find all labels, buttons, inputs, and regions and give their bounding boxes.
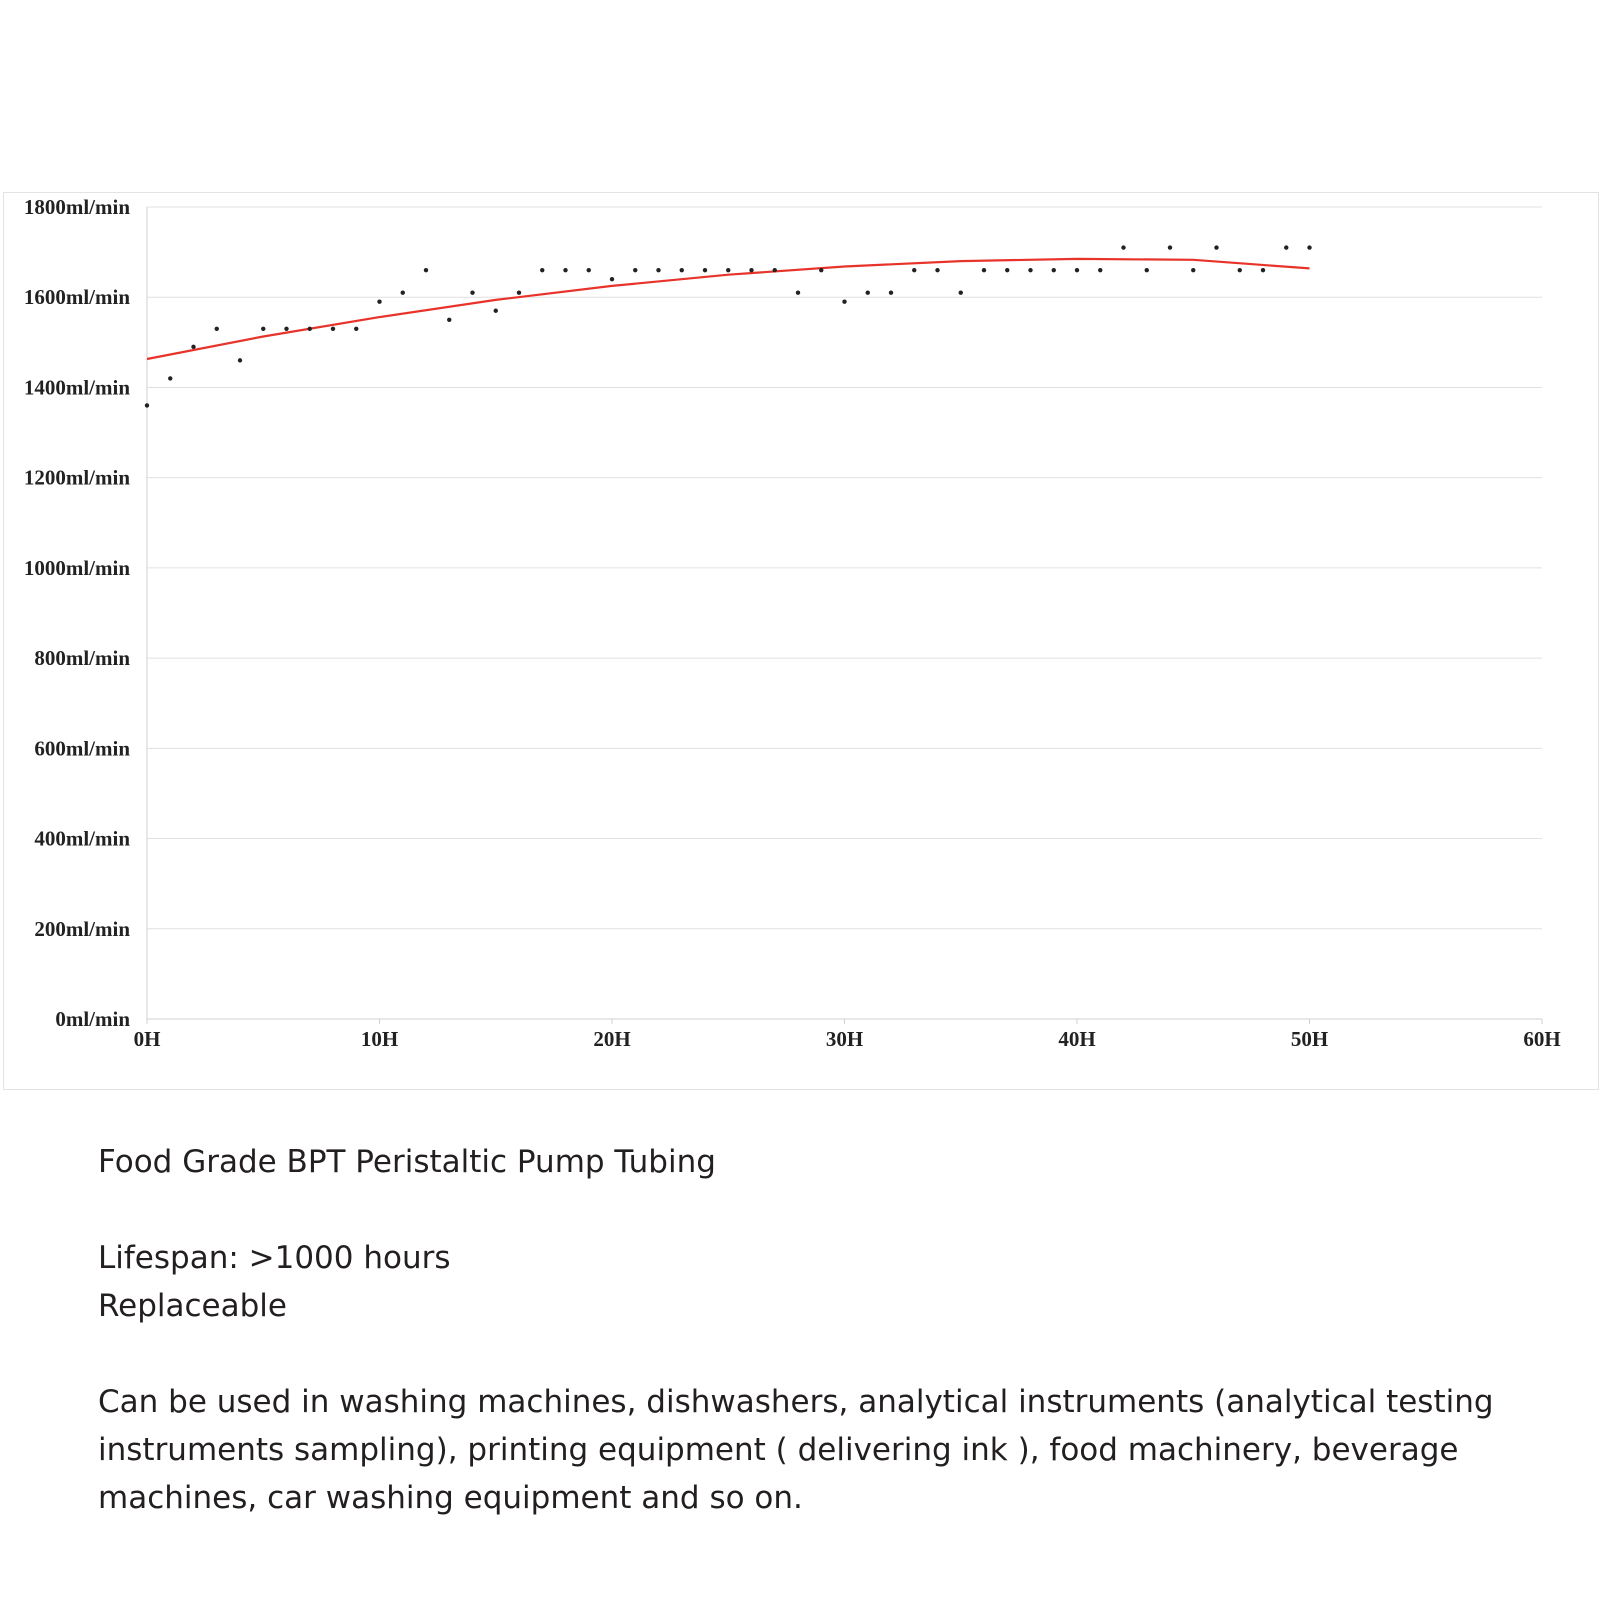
data-point bbox=[819, 267, 824, 273]
data-point bbox=[679, 267, 684, 273]
data-point bbox=[516, 290, 522, 295]
scatter-chart: 0ml/min 200ml/min 400ml/min 600ml/min 800ml/… bbox=[24, 195, 1561, 1051]
axis-layer bbox=[146, 207, 1543, 1024]
y-tick-label: 1400ml/min bbox=[24, 375, 130, 399]
y-tick-label: 1800ml/min bbox=[24, 195, 130, 219]
spacer bbox=[98, 1186, 1578, 1234]
data-point bbox=[656, 267, 661, 273]
x-tick-label: 50H bbox=[1291, 1027, 1328, 1051]
data-point bbox=[470, 290, 475, 295]
data-point bbox=[1028, 267, 1033, 273]
data-points-layer bbox=[144, 245, 1312, 408]
data-point bbox=[447, 317, 452, 322]
data-point bbox=[1260, 267, 1266, 273]
data-point bbox=[865, 290, 870, 295]
x-tick-label: 10H bbox=[361, 1027, 398, 1051]
y-tick-label: 1600ml/min bbox=[24, 285, 130, 309]
data-point bbox=[1191, 267, 1196, 273]
data-point bbox=[958, 290, 963, 295]
data-point bbox=[795, 290, 801, 295]
data-point bbox=[540, 267, 545, 273]
data-point bbox=[749, 267, 754, 273]
x-tick-label: 30H bbox=[826, 1027, 863, 1051]
trendline bbox=[146, 257, 1310, 361]
data-point bbox=[772, 267, 777, 273]
spacer bbox=[98, 1330, 1578, 1378]
data-point bbox=[1074, 267, 1080, 273]
data-point bbox=[377, 299, 382, 304]
data-point bbox=[400, 290, 405, 295]
grid-layer bbox=[147, 206, 1542, 930]
x-tick-label: 0H bbox=[134, 1027, 161, 1051]
data-point bbox=[354, 326, 359, 331]
x-tick-label: 60H bbox=[1523, 1027, 1560, 1051]
x-tick-label: 20H bbox=[593, 1027, 630, 1051]
y-tick-label: 600ml/min bbox=[34, 736, 130, 760]
tick-labels-layer: 0ml/min 200ml/min 400ml/min 600ml/min 800ml/… bbox=[24, 195, 1561, 1051]
usage-text: Can be used in washing machines, dishwas… bbox=[98, 1384, 1494, 1516]
data-point bbox=[214, 326, 219, 331]
y-tick-label: 1200ml/min bbox=[24, 466, 130, 490]
y-tick-label: 400ml/min bbox=[34, 827, 130, 851]
y-tick-label: 0ml/min bbox=[55, 1007, 130, 1031]
data-point bbox=[1051, 267, 1056, 273]
data-point bbox=[191, 344, 196, 350]
data-point bbox=[307, 326, 312, 331]
data-point bbox=[493, 308, 498, 313]
data-point bbox=[1284, 245, 1289, 250]
data-point bbox=[1098, 267, 1103, 273]
data-point bbox=[1005, 267, 1010, 273]
data-point bbox=[586, 267, 591, 273]
y-tick-label: 200ml/min bbox=[34, 917, 130, 941]
data-point bbox=[609, 276, 615, 282]
data-point bbox=[1167, 245, 1173, 250]
data-point bbox=[168, 376, 173, 381]
data-point bbox=[981, 267, 987, 273]
data-point bbox=[237, 358, 243, 363]
data-point bbox=[1237, 267, 1242, 273]
data-point bbox=[423, 267, 429, 273]
data-point bbox=[1144, 267, 1149, 273]
data-point bbox=[1121, 245, 1126, 250]
data-point bbox=[284, 326, 289, 331]
y-tick-label: 1000ml/min bbox=[24, 556, 130, 580]
data-point bbox=[935, 267, 940, 273]
data-point bbox=[912, 267, 917, 273]
data-point bbox=[888, 290, 894, 295]
chart-frame: 0ml/min 200ml/min 400ml/min 600ml/min 800ml/… bbox=[3, 192, 1599, 1090]
data-point bbox=[702, 267, 708, 273]
data-point bbox=[1307, 245, 1312, 250]
x-tick-label: 40H bbox=[1058, 1027, 1095, 1051]
y-tick-label: 800ml/min bbox=[34, 646, 130, 670]
data-point bbox=[726, 267, 731, 273]
data-point bbox=[144, 403, 150, 408]
data-point bbox=[563, 267, 568, 273]
product-title: Food Grade BPT Peristaltic Pump Tubing bbox=[98, 1144, 716, 1180]
data-point bbox=[1214, 245, 1219, 250]
data-point bbox=[633, 267, 638, 273]
data-point bbox=[261, 326, 266, 331]
trendline-layer bbox=[146, 257, 1310, 361]
lifespan-text: Lifespan: >1000 hours bbox=[98, 1240, 451, 1276]
product-description: Food Grade BPT Peristaltic Pump Tubing L… bbox=[98, 1138, 1578, 1522]
data-point bbox=[842, 299, 847, 304]
replaceable-text: Replaceable bbox=[98, 1288, 287, 1324]
data-point bbox=[330, 326, 336, 331]
